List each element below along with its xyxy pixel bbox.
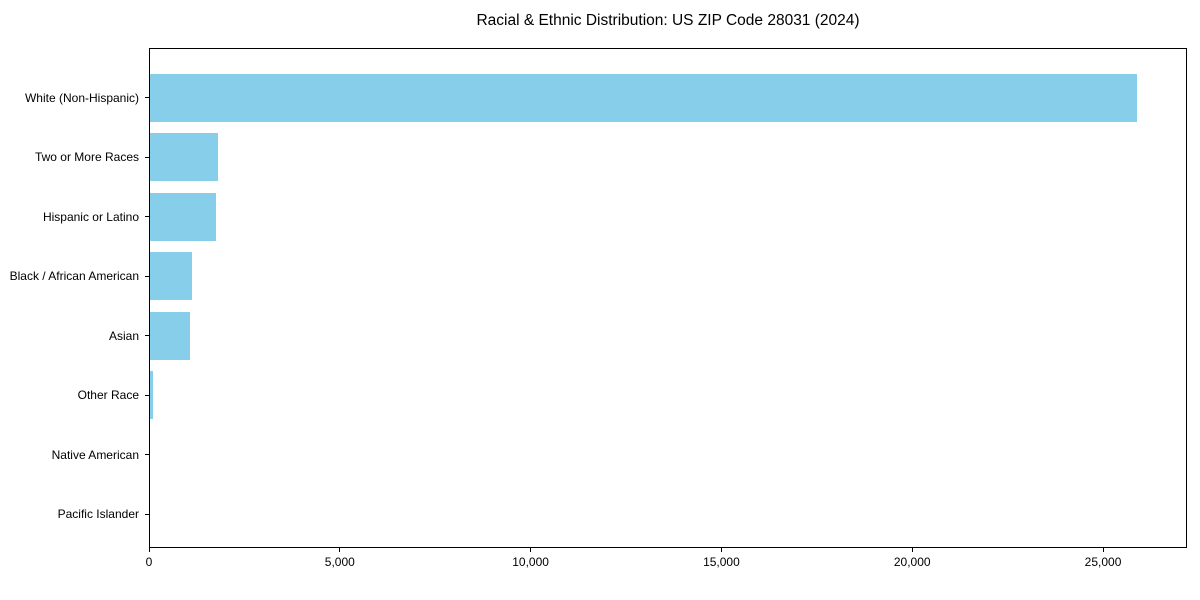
x-axis-tick [1102,548,1104,552]
x-axis-tick-label: 0 [145,555,153,569]
y-axis-label-black-african-american: Black / African American [9,269,139,283]
bar-two-or-more-races [150,133,218,181]
x-axis-tick [911,548,913,552]
y-axis-label-pacific-islander: Pacific Islander [57,507,139,521]
bar-other-race [150,371,153,419]
y-axis-tick [145,335,149,336]
x-axis-tick [339,548,341,552]
y-axis-tick [145,97,149,98]
y-axis-tick [145,513,149,515]
y-axis-label-native-american: Native American [51,447,139,462]
y-axis-label-other-race: Other Race [77,388,139,402]
x-axis-tick [530,548,532,552]
x-axis-tick-label: 5,000 [324,555,355,569]
bar-hispanic-or-latino [150,192,216,241]
x-axis-tick [720,548,722,552]
y-axis-tick [145,454,149,455]
y-axis-label-two-or-more-races: Two or More Races [34,150,139,164]
x-axis-tick-label: 10,000 [512,555,549,569]
y-axis-tick [145,216,149,217]
bar-black-african-american [150,252,193,300]
chart-title: Racial & Ethnic Distribution: US ZIP Cod… [476,12,860,29]
y-axis-label-white-non-hispanic: White (Non-Hispanic) [24,90,139,105]
x-axis-tick-label: 15,000 [703,555,740,569]
x-axis-tick [148,548,150,552]
y-axis-label-asian: Asian [108,328,139,343]
x-axis-tick-label: 25,000 [1084,555,1122,569]
y-axis-label-hispanic-or-latino: Hispanic or Latino [42,209,139,224]
plot-area [149,48,1187,548]
bar-asian [150,311,191,360]
y-axis-tick [145,394,149,396]
x-axis-tick-label: 20,000 [893,555,931,569]
y-axis-tick [145,156,149,158]
bar-white-non-hispanic [150,73,1138,122]
y-axis-tick [145,275,149,277]
